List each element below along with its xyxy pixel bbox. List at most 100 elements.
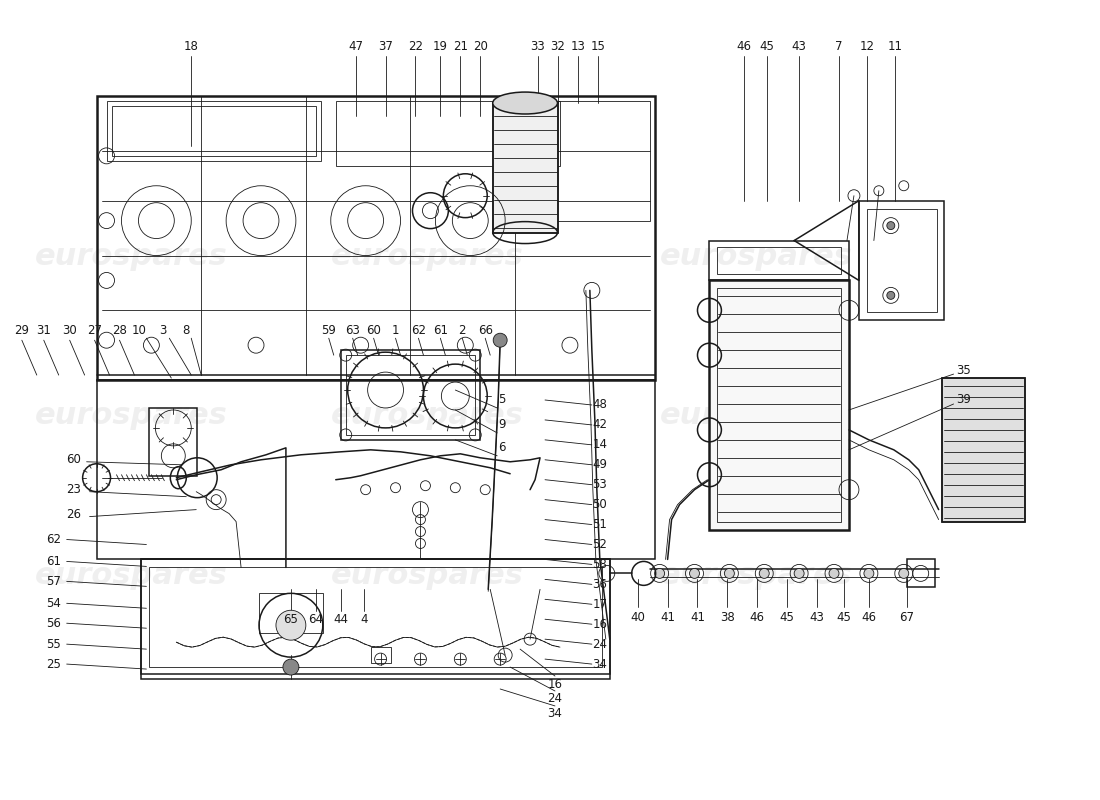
- Text: 36: 36: [593, 578, 607, 591]
- Text: 21: 21: [453, 40, 468, 53]
- Text: 3: 3: [160, 324, 167, 337]
- Bar: [97, 96, 654, 380]
- Text: 19: 19: [433, 40, 448, 53]
- Circle shape: [759, 569, 769, 578]
- Text: eurospares: eurospares: [660, 561, 852, 590]
- Text: 53: 53: [593, 478, 607, 491]
- Bar: [717, 288, 842, 522]
- Text: 44: 44: [333, 613, 349, 626]
- Text: 63: 63: [345, 324, 360, 337]
- Circle shape: [276, 610, 306, 640]
- Bar: [142, 559, 609, 674]
- Text: 64: 64: [308, 613, 323, 626]
- Bar: [142, 559, 609, 679]
- Text: 46: 46: [861, 610, 877, 624]
- Text: eurospares: eurospares: [35, 402, 228, 430]
- Text: 50: 50: [593, 498, 607, 511]
- Bar: [942, 378, 1025, 522]
- Text: 12: 12: [859, 40, 874, 53]
- Text: 29: 29: [14, 324, 30, 337]
- Text: 33: 33: [530, 40, 546, 53]
- Bar: [150, 408, 197, 476]
- Circle shape: [725, 569, 735, 578]
- Text: 20: 20: [473, 40, 487, 53]
- Bar: [107, 101, 321, 161]
- Text: 62: 62: [46, 533, 62, 546]
- Bar: [258, 594, 322, 633]
- Text: 31: 31: [36, 324, 52, 337]
- Text: 43: 43: [792, 40, 806, 53]
- Circle shape: [493, 334, 507, 347]
- Text: 14: 14: [592, 438, 607, 451]
- Text: 51: 51: [593, 518, 607, 531]
- Text: 2: 2: [459, 324, 466, 337]
- Text: 28: 28: [112, 324, 126, 337]
- Text: 65: 65: [284, 613, 298, 626]
- Text: 47: 47: [349, 40, 363, 53]
- Bar: [97, 380, 654, 559]
- Text: 16: 16: [592, 618, 607, 630]
- Text: 39: 39: [956, 394, 971, 406]
- Bar: [345, 355, 475, 435]
- Bar: [150, 567, 602, 667]
- Circle shape: [654, 569, 664, 578]
- Bar: [859, 201, 944, 320]
- Text: 48: 48: [593, 398, 607, 411]
- Bar: [336, 101, 560, 166]
- Text: 67: 67: [900, 610, 914, 624]
- Text: 38: 38: [720, 610, 735, 624]
- Text: 60: 60: [66, 454, 81, 466]
- Text: 24: 24: [548, 693, 562, 706]
- Text: 61: 61: [46, 555, 62, 568]
- Text: 25: 25: [46, 658, 62, 670]
- Text: 24: 24: [592, 638, 607, 650]
- Text: 5: 5: [498, 394, 506, 406]
- Text: 59: 59: [321, 324, 337, 337]
- Text: 58: 58: [593, 558, 607, 571]
- Circle shape: [829, 569, 839, 578]
- Text: eurospares: eurospares: [35, 242, 228, 271]
- Text: 8: 8: [183, 324, 190, 337]
- Text: 49: 49: [592, 458, 607, 471]
- Text: eurospares: eurospares: [331, 561, 524, 590]
- Text: eurospares: eurospares: [35, 561, 228, 590]
- Text: 34: 34: [548, 707, 562, 721]
- Bar: [710, 281, 849, 530]
- Text: 45: 45: [760, 40, 774, 53]
- Bar: [942, 378, 1025, 522]
- Bar: [540, 101, 650, 221]
- Text: 15: 15: [591, 40, 605, 53]
- Text: 61: 61: [433, 324, 448, 337]
- Text: 46: 46: [737, 40, 751, 53]
- Circle shape: [864, 569, 873, 578]
- Text: 27: 27: [87, 324, 102, 337]
- Text: 40: 40: [630, 610, 645, 624]
- Text: 10: 10: [132, 324, 147, 337]
- Text: eurospares: eurospares: [331, 402, 524, 430]
- Text: 45: 45: [836, 610, 851, 624]
- Text: 42: 42: [592, 418, 607, 431]
- Text: 60: 60: [366, 324, 381, 337]
- Text: 6: 6: [498, 442, 506, 454]
- Text: 56: 56: [46, 617, 62, 630]
- Text: 54: 54: [46, 597, 62, 610]
- Text: 1: 1: [392, 324, 399, 337]
- Text: 30: 30: [63, 324, 77, 337]
- Text: 17: 17: [592, 598, 607, 610]
- Ellipse shape: [493, 92, 558, 114]
- Text: 41: 41: [690, 610, 705, 624]
- Text: 43: 43: [810, 610, 825, 624]
- Text: 9: 9: [498, 418, 506, 431]
- Text: 46: 46: [750, 610, 764, 624]
- Text: 32: 32: [550, 40, 565, 53]
- Text: 16: 16: [548, 678, 562, 690]
- Circle shape: [887, 222, 894, 230]
- Text: 37: 37: [378, 40, 393, 53]
- Text: 13: 13: [571, 40, 585, 53]
- Text: 22: 22: [408, 40, 424, 53]
- Circle shape: [887, 291, 894, 299]
- Circle shape: [690, 569, 700, 578]
- Circle shape: [899, 569, 909, 578]
- Text: 55: 55: [46, 638, 62, 650]
- Bar: [717, 246, 842, 274]
